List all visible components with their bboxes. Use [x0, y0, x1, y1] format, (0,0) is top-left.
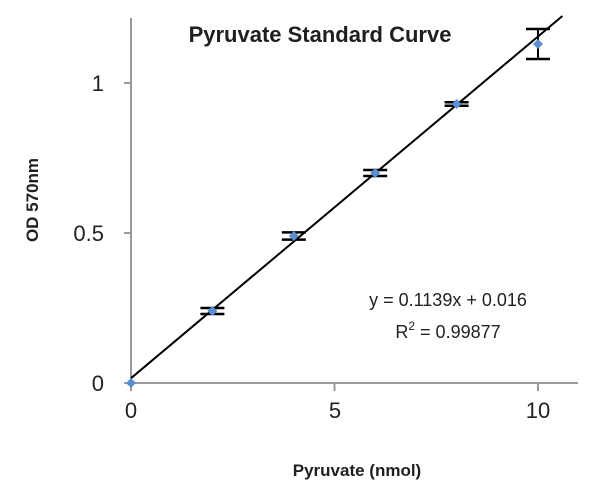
data-point: [288, 231, 299, 241]
r-squared-value: = 0.99877: [415, 322, 501, 342]
r-squared-superscript: 2: [408, 319, 415, 333]
data-point: [126, 378, 136, 388]
x-tick-label: 10: [526, 398, 550, 423]
data-point: [207, 306, 218, 316]
x-axis-title: Pyruvate (nmol): [293, 461, 421, 480]
x-tick-labels: 0 5 10: [125, 398, 550, 423]
x-tick-label: 5: [329, 398, 341, 423]
trendline: [130, 15, 564, 379]
x-tick-label: 0: [125, 398, 137, 423]
y-tick-label: 0: [92, 371, 104, 396]
y-axis-title: OD 570nm: [23, 158, 42, 242]
chart-title: Pyruvate Standard Curve: [189, 22, 452, 47]
data-point: [370, 168, 381, 178]
axis-ticks: [124, 82, 539, 391]
y-tick-labels: 0 0.5 1: [73, 71, 104, 396]
y-tick-label: 1: [92, 71, 104, 96]
trendline-equation: y = 0.1139x + 0.016: [369, 290, 527, 310]
data-point: [451, 99, 462, 109]
y-tick-label: 0.5: [73, 221, 104, 246]
r-squared-label: R2 = 0.99877: [395, 319, 500, 342]
data-points: [126, 39, 543, 388]
data-point: [533, 39, 543, 49]
r-squared-prefix: R: [395, 322, 408, 342]
